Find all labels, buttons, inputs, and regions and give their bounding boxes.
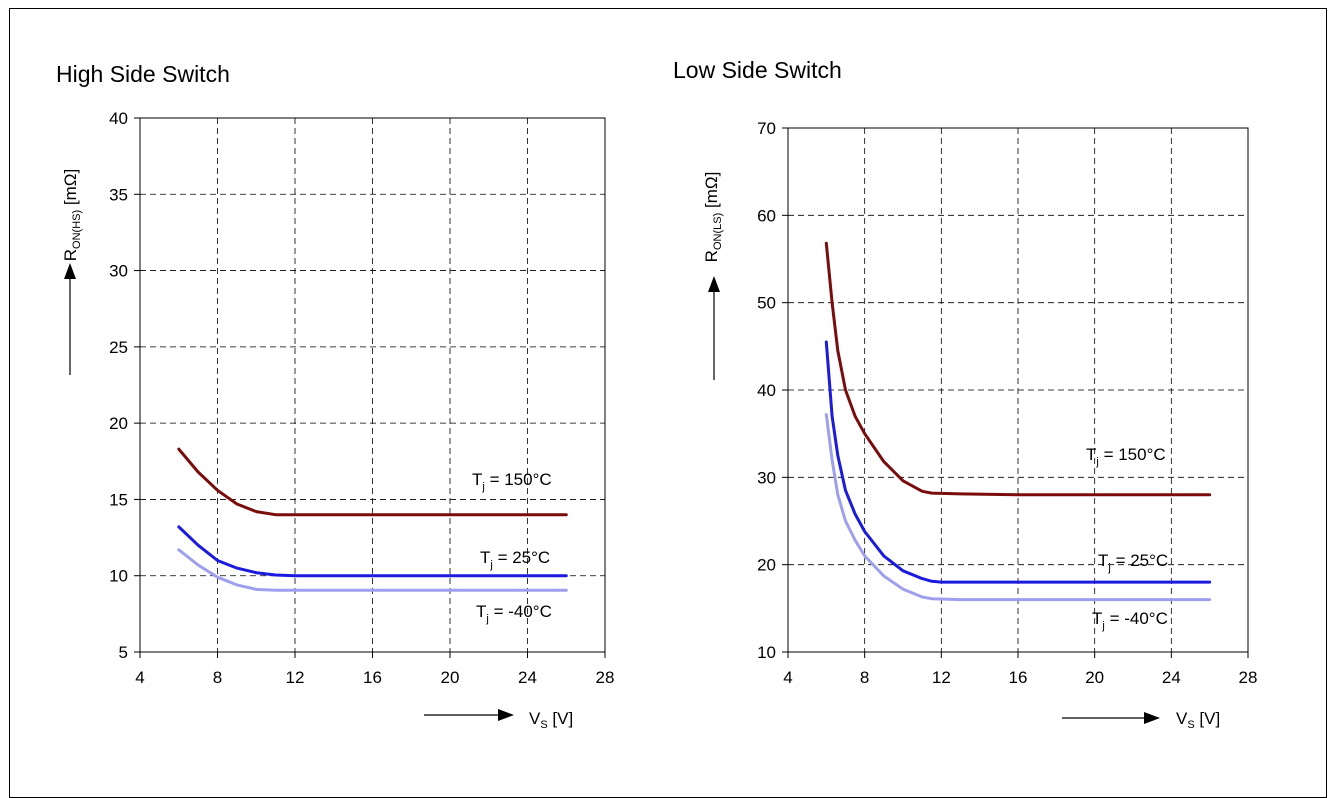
x-tick-label: 24 bbox=[1162, 668, 1181, 687]
figure: High Side Switch 4 8 12 16 20 24 28 5 10 15 20 25 30 3… bbox=[56, 57, 1257, 731]
chart-title: Low Side Switch bbox=[673, 57, 842, 83]
x-tick-label: 4 bbox=[783, 668, 792, 687]
series-label-2: Tj = -40°C bbox=[1092, 609, 1168, 632]
chart-0: High Side Switch 4 8 12 16 20 24 28 5 10 15 20 25 30 3… bbox=[56, 61, 614, 731]
series-label-value: = -40°C bbox=[489, 602, 552, 621]
x-tick-label: 28 bbox=[1239, 668, 1258, 687]
series-label-symbol: T bbox=[1086, 445, 1096, 464]
x-tick-label: 4 bbox=[135, 668, 144, 687]
series-label-subscript: j bbox=[485, 613, 488, 625]
series-label-0: Tj = 150°C bbox=[1086, 445, 1166, 468]
x-axis-unit: [V] bbox=[548, 709, 574, 728]
y-axis-symbol: R bbox=[61, 249, 80, 261]
series-line-0 bbox=[177, 447, 568, 517]
y-tick-label: 50 bbox=[757, 294, 776, 313]
series-line-0 bbox=[824, 241, 1212, 497]
y-tick-label: 70 bbox=[757, 119, 776, 138]
series-label-symbol: T bbox=[476, 602, 486, 621]
series-label-1: Tj = 25°C bbox=[1098, 551, 1168, 574]
x-axis-subscript: S bbox=[540, 719, 547, 731]
y-tick-label: 40 bbox=[757, 381, 776, 400]
x-tick-label: 16 bbox=[363, 668, 382, 687]
series-label-2: Tj = -40°C bbox=[476, 602, 552, 625]
series-label-subscript: j bbox=[1101, 620, 1104, 632]
y-tick-label: 35 bbox=[109, 185, 128, 204]
series-line-1 bbox=[177, 525, 568, 578]
x-axis-label: VS [V] bbox=[1176, 709, 1220, 731]
series-label-1: Tj = 25°C bbox=[480, 548, 550, 571]
x-tick-label: 24 bbox=[518, 668, 537, 687]
y-tick-label: 15 bbox=[109, 490, 128, 509]
y-tick-label: 30 bbox=[757, 468, 776, 487]
x-axis-arrow-head bbox=[1144, 712, 1160, 724]
x-axis-subscript: S bbox=[1187, 719, 1194, 731]
x-tick-label: 12 bbox=[286, 668, 305, 687]
series-label-0: Tj = 150°C bbox=[472, 470, 552, 493]
y-axis-arrow-head bbox=[64, 263, 76, 279]
y-tick-label: 60 bbox=[757, 206, 776, 225]
x-axis-arrow-head bbox=[498, 709, 514, 721]
x-tick-label: 16 bbox=[1009, 668, 1028, 687]
series-label-value: = 150°C bbox=[485, 470, 552, 489]
x-tick-label: 12 bbox=[932, 668, 951, 687]
x-tick-label: 8 bbox=[213, 668, 222, 687]
series-label-symbol: T bbox=[472, 470, 482, 489]
y-tick-label: 10 bbox=[757, 643, 776, 662]
series-label-symbol: T bbox=[480, 548, 490, 567]
x-axis-symbol: V bbox=[529, 709, 541, 728]
y-tick-label: 40 bbox=[109, 109, 128, 128]
y-tick-label: 30 bbox=[109, 262, 128, 281]
y-tick-label: 25 bbox=[109, 338, 128, 357]
series-line-1 bbox=[824, 340, 1212, 584]
y-tick-label: 5 bbox=[119, 643, 128, 662]
series-label-value: = -40°C bbox=[1105, 609, 1168, 628]
series-label-value: = 150°C bbox=[1099, 445, 1166, 464]
y-tick-label: 10 bbox=[109, 567, 128, 586]
y-axis-unit: [mΩ] bbox=[702, 172, 721, 213]
x-tick-label: 28 bbox=[596, 668, 615, 687]
series-label-subscript: j bbox=[1107, 562, 1110, 574]
y-axis-label: RON(LS) [mΩ] bbox=[702, 172, 724, 263]
series-line-2 bbox=[177, 548, 568, 592]
y-tick-label: 20 bbox=[757, 556, 776, 575]
y-tick-label: 20 bbox=[109, 414, 128, 433]
chart-1: Low Side Switch 4 8 12 16 20 24 28 10 20 30 40 50 60 7… bbox=[673, 57, 1257, 731]
y-axis-arrow-head bbox=[708, 276, 720, 292]
series-label-subscript: j bbox=[489, 559, 492, 571]
y-axis-symbol: R bbox=[702, 250, 721, 262]
series-label-subscript: j bbox=[1095, 456, 1098, 468]
x-tick-label: 20 bbox=[1085, 668, 1104, 687]
y-axis-subscript: ON(HS) bbox=[71, 210, 83, 249]
x-axis-label: VS [V] bbox=[529, 709, 573, 731]
y-axis-label: RON(HS) [mΩ] bbox=[61, 169, 83, 261]
series-label-value: = 25°C bbox=[493, 548, 550, 567]
x-axis-symbol: V bbox=[1176, 709, 1188, 728]
series-line-2 bbox=[824, 413, 1212, 602]
series-label-symbol: T bbox=[1092, 609, 1102, 628]
series-label-subscript: j bbox=[481, 481, 484, 493]
y-axis-unit: [mΩ] bbox=[61, 169, 80, 210]
x-axis-unit: [V] bbox=[1195, 709, 1221, 728]
x-tick-label: 8 bbox=[860, 668, 869, 687]
chart-title: High Side Switch bbox=[56, 61, 230, 87]
y-axis-subscript: ON(LS) bbox=[712, 213, 724, 250]
series-label-symbol: T bbox=[1098, 551, 1108, 570]
series-label-value: = 25°C bbox=[1111, 551, 1168, 570]
x-tick-label: 20 bbox=[441, 668, 460, 687]
